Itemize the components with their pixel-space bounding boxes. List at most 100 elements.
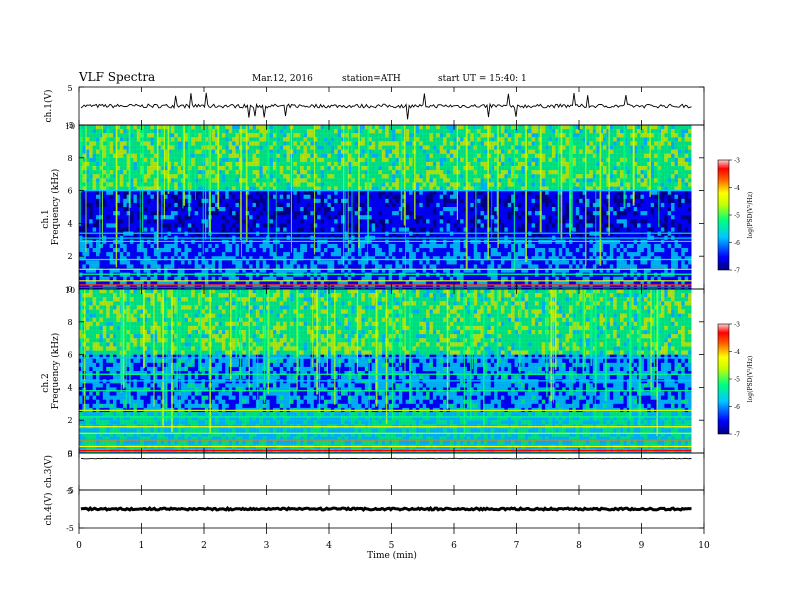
- spectrogram-cell: [211, 243, 216, 249]
- spectrogram-cell: [470, 223, 475, 228]
- spectrogram-cell: [109, 141, 114, 146]
- spectrogram-cell: [487, 260, 492, 265]
- spectrogram-cell: [494, 186, 498, 191]
- spectrogram-cell: [279, 264, 284, 269]
- spectrogram-cell: [245, 248, 250, 253]
- spectrogram-cell: [415, 207, 420, 212]
- spectrogram-cell: [419, 194, 423, 200]
- spectrogram-cell: [432, 153, 437, 159]
- spectrogram-cell: [184, 264, 189, 269]
- spectrogram-cell: [204, 276, 209, 282]
- spectrogram-cell: [293, 194, 298, 200]
- spectrogram-cell: [436, 182, 440, 187]
- spectrogram-cell: [266, 256, 270, 261]
- spectrogram-cell: [500, 166, 505, 171]
- spectrogram-cell: [439, 207, 444, 212]
- spectrogram-cell: [466, 129, 471, 134]
- spectrogram-cell: [354, 186, 359, 191]
- spectrogram-cell: [283, 227, 287, 232]
- spectrogram-cell: [279, 227, 284, 232]
- spectrogram-cell: [351, 252, 355, 257]
- spectrogram-cell: [371, 248, 376, 253]
- spectrogram-cell: [388, 145, 393, 150]
- spectrogram-cell: [262, 161, 267, 167]
- spectrogram-cell: [289, 260, 294, 265]
- spectrogram-cell: [405, 207, 410, 212]
- spectrogram-cell: [143, 243, 148, 249]
- spectrogram-cell: [181, 276, 185, 282]
- spectrogram-cell: [487, 243, 492, 249]
- spectrogram-cell: [92, 182, 97, 187]
- spectrogram-cell: [157, 170, 161, 175]
- spectrogram-cell: [439, 194, 444, 200]
- spectrogram-cell: [143, 198, 148, 204]
- spectrogram-cell: [157, 194, 161, 200]
- spectrogram-cell: [89, 166, 93, 171]
- spectrogram-cell: [259, 161, 264, 167]
- spectrogram-cell: [483, 149, 488, 154]
- spectrogram-cell: [436, 170, 440, 175]
- spectrogram-cell: [426, 129, 430, 134]
- spectrogram-cell: [116, 133, 121, 138]
- spectrogram-cell: [419, 276, 423, 282]
- spectrogram-cell: [460, 186, 464, 191]
- spectrogram-cell: [500, 227, 505, 232]
- spectrogram-cell: [249, 227, 253, 232]
- spectrogram-cell: [487, 211, 492, 216]
- spectrogram-cell: [296, 141, 301, 146]
- spectrogram-cell: [395, 129, 400, 134]
- spectrogram-cell: [324, 153, 328, 159]
- spectrogram-cell: [375, 260, 379, 265]
- spectrogram-cell: [279, 256, 284, 261]
- spectrogram-cell: [313, 157, 318, 163]
- spectrogram-cell: [225, 137, 230, 142]
- spectrogram-cell: [96, 186, 100, 191]
- spectrogram-cell: [177, 248, 182, 253]
- spectrogram-cell: [306, 252, 311, 257]
- spectrogram-cell: [218, 198, 223, 204]
- spectrogram-cell: [354, 149, 359, 154]
- spectrogram-cell: [174, 223, 178, 228]
- spectrogram-cell: [487, 186, 492, 191]
- spectrogram-cell: [191, 268, 195, 273]
- spectrogram-cell: [422, 219, 427, 224]
- spectrogram-cell: [252, 268, 257, 273]
- spectrogram-cell: [415, 198, 420, 204]
- spectrogram-cell: [443, 264, 447, 269]
- spectrogram-cell: [255, 149, 260, 154]
- spectrogram-cell: [269, 137, 274, 142]
- spectrogram-cell: [405, 194, 410, 200]
- spectrogram-cell: [279, 219, 284, 224]
- spectrogram-cell: [320, 198, 325, 204]
- spectrogram-cell: [453, 256, 458, 261]
- spectrogram-cell: [494, 256, 498, 261]
- spectrogram-cell: [296, 280, 301, 286]
- spectrogram-cell: [79, 207, 83, 212]
- spectrogram-cell: [449, 202, 454, 208]
- spectrogram-cell: [79, 198, 83, 204]
- spectrogram-cell: [177, 211, 182, 216]
- spectrogram-cell: [320, 280, 325, 286]
- spectrogram-cell: [89, 243, 93, 249]
- spectrogram-cell: [405, 215, 410, 220]
- spectrogram-cell: [235, 280, 240, 286]
- spectrogram-cell: [429, 153, 434, 159]
- spectrogram-cell: [378, 153, 383, 159]
- spectrogram-cell: [477, 194, 481, 200]
- spectrogram-cell: [208, 248, 213, 253]
- spectrogram-cell: [272, 260, 277, 265]
- spectrogram-cell: [494, 252, 498, 257]
- spectrogram-cell: [228, 149, 233, 154]
- spectrogram-cell: [116, 268, 121, 273]
- spectrogram-cell: [449, 276, 454, 282]
- spectrogram-cell: [327, 141, 332, 146]
- spectrogram-cell: [296, 137, 301, 142]
- spectrogram-cell: [500, 256, 505, 261]
- spectrogram-cell: [289, 256, 294, 261]
- spectrogram-cell: [463, 194, 468, 200]
- spectrogram-cell: [147, 186, 151, 191]
- spectrogram-cell: [160, 211, 165, 216]
- spectrogram-cell: [221, 190, 226, 195]
- spectrogram-cell: [300, 268, 304, 273]
- spectrogram-cell: [443, 256, 447, 261]
